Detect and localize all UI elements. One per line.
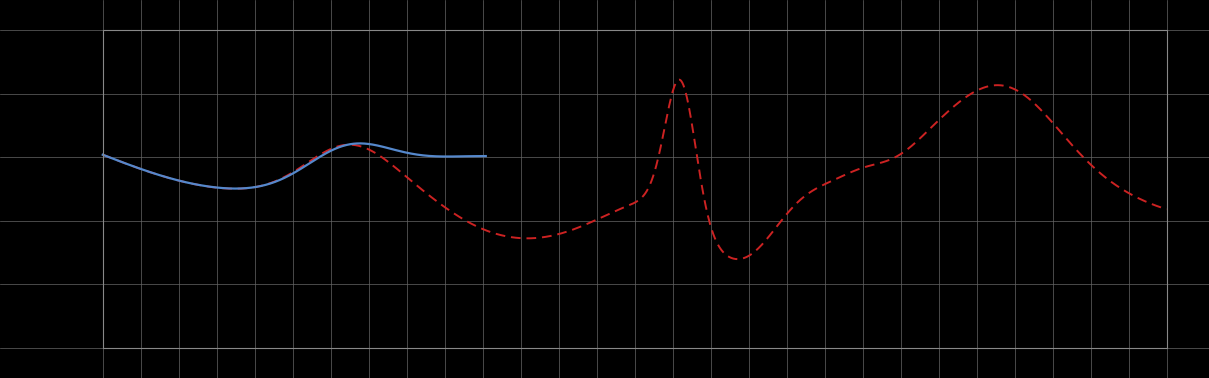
Bar xyxy=(103,30,1167,348)
